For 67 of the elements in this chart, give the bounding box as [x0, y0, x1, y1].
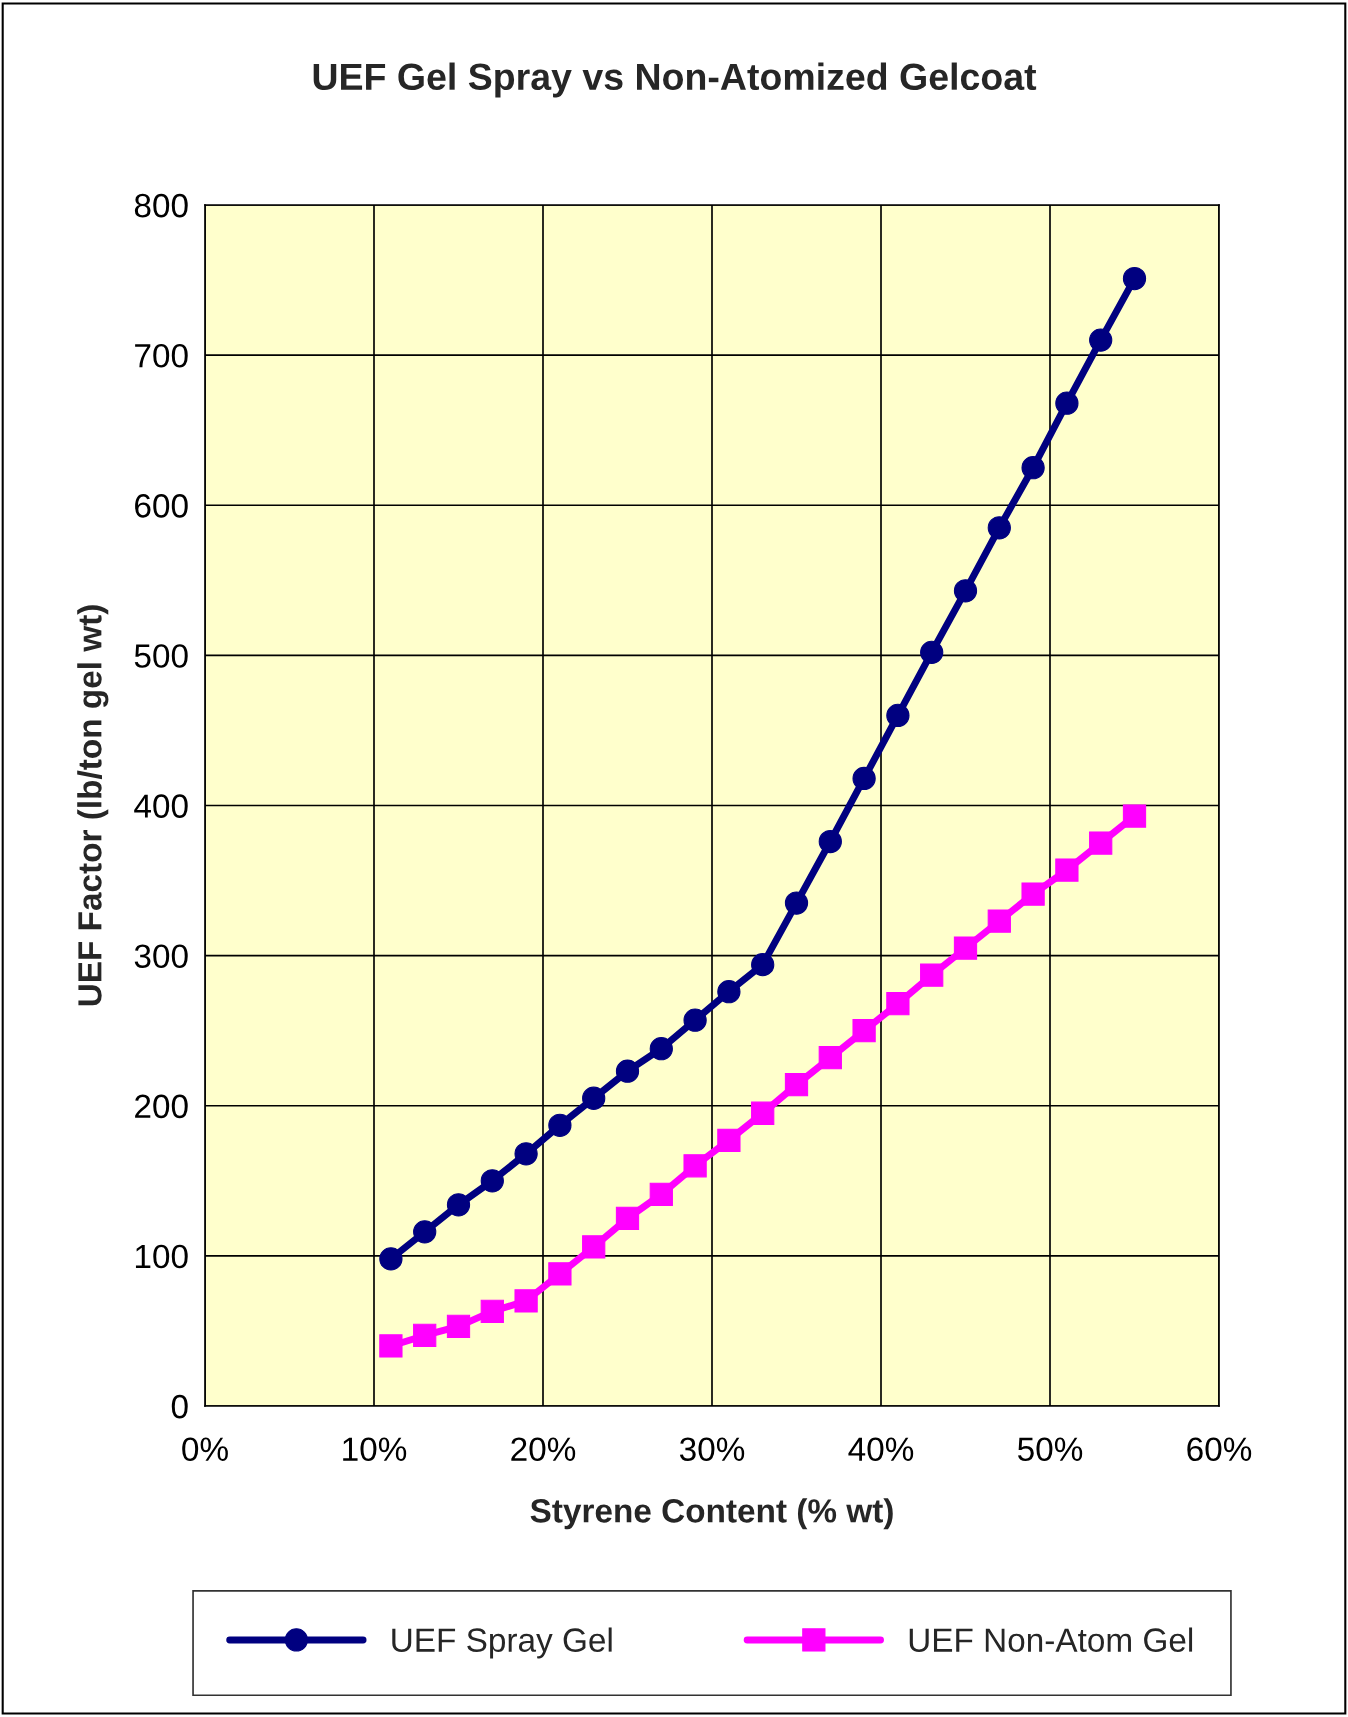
point — [548, 1113, 572, 1137]
point — [413, 1323, 437, 1348]
point — [987, 516, 1011, 540]
y-tick-label: 600 — [135, 494, 188, 518]
legend-label: UEF Spray Gel — [392, 1627, 612, 1659]
point — [582, 1086, 606, 1110]
point — [1122, 804, 1147, 828]
point — [784, 891, 809, 915]
point — [751, 953, 775, 977]
y-tick-label: 100 — [135, 1244, 188, 1269]
x-tick-label: 40% — [848, 1437, 914, 1462]
y-tick-label: 400 — [134, 794, 188, 818]
point — [784, 1073, 809, 1097]
point — [920, 640, 944, 664]
point — [1089, 831, 1113, 855]
x-tick-label: 10% — [343, 1437, 407, 1462]
x-tick-label: 50% — [1017, 1437, 1083, 1462]
point — [514, 1142, 538, 1166]
point — [717, 1128, 741, 1152]
x-tick-label: 60% — [1187, 1437, 1252, 1462]
point — [1055, 391, 1079, 415]
point — [886, 703, 910, 728]
y-tick-label: 300 — [134, 944, 188, 969]
point — [413, 1220, 437, 1244]
point — [953, 936, 978, 960]
point — [818, 1046, 842, 1070]
y-tick-label: 800 — [134, 193, 188, 218]
point — [953, 579, 978, 603]
point — [1021, 456, 1045, 480]
point — [1055, 858, 1079, 882]
chart-title: UEF Gel Spray vs Non-Atomized Gelcoat — [313, 62, 1037, 98]
point — [649, 1037, 673, 1061]
point — [480, 1169, 504, 1193]
point — [886, 992, 910, 1016]
point — [446, 1314, 471, 1339]
point — [717, 980, 741, 1004]
point — [582, 1235, 606, 1259]
y-axis-title: UEF Factor (lb/ton gel wt) — [77, 605, 109, 1006]
point — [1089, 328, 1113, 352]
point — [683, 1008, 707, 1032]
x-tick-label: 20% — [511, 1437, 576, 1462]
legend-label: UEF Non-Atom Gel — [909, 1627, 1193, 1652]
point — [649, 1182, 673, 1206]
point — [446, 1193, 471, 1217]
y-tick-label: 500 — [134, 644, 188, 668]
point — [987, 909, 1011, 933]
point — [818, 829, 842, 854]
point — [852, 766, 876, 791]
y-tick-label: 0 — [171, 1394, 188, 1419]
point — [852, 1019, 876, 1043]
point — [480, 1299, 504, 1324]
point — [920, 963, 944, 987]
point — [683, 1154, 707, 1178]
x-tick-label: 30% — [679, 1437, 745, 1462]
y-tick-label: 700 — [135, 343, 188, 368]
x-axis-title: Styrene Content (% wt) — [530, 1498, 893, 1530]
x-tick-label: 0% — [182, 1437, 228, 1462]
point — [514, 1289, 538, 1313]
point — [379, 1334, 403, 1358]
point — [1021, 882, 1045, 906]
point — [379, 1247, 403, 1271]
point — [751, 1101, 775, 1125]
y-tick-label: 200 — [135, 1094, 188, 1119]
point — [615, 1059, 640, 1083]
point — [548, 1262, 572, 1286]
point — [1122, 266, 1147, 291]
point — [615, 1206, 640, 1230]
